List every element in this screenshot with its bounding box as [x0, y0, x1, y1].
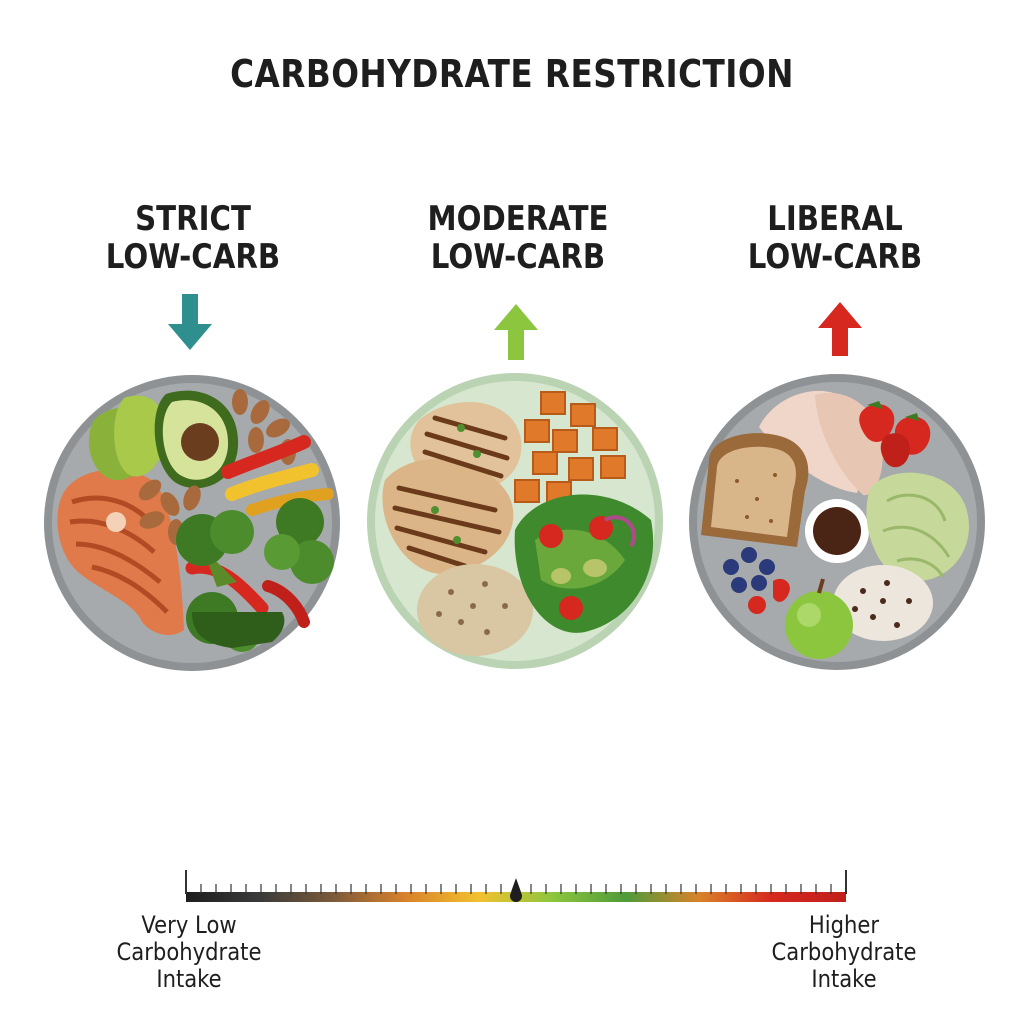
berries-icon: [723, 547, 775, 614]
scale-ticks: [185, 870, 847, 894]
page-title: CARBOHYDRATE RESTRICTION: [230, 52, 794, 96]
cabbage-icon: [866, 472, 969, 582]
arrow-up-icon: [494, 304, 538, 360]
grilled-chicken-icon: [382, 401, 522, 575]
quinoa-icon: [417, 564, 533, 656]
strict-plate: [44, 375, 340, 671]
broccoli-icon: [176, 498, 334, 652]
almonds-icon: [138, 389, 296, 545]
sweet-potato-icon: [514, 391, 626, 505]
dipping-sauce-icon: [805, 499, 869, 563]
salad-icon: [514, 494, 654, 633]
wild-rice-icon: [833, 565, 933, 641]
scale-bar: [185, 870, 847, 902]
whole-grain-bread-icon: [701, 433, 809, 547]
arrow-up-icon: [818, 302, 862, 356]
level-label-liberal: LIBERAL LOW-CARB: [747, 199, 923, 277]
strawberries-icon: [773, 401, 931, 602]
moderate-plate: [367, 373, 663, 669]
salmon-icon: [57, 469, 184, 636]
level-label-moderate: MODERATE LOW-CARB: [427, 199, 609, 277]
apple-icon: [785, 578, 853, 659]
liberal-plate: [689, 374, 985, 670]
arrow-down-icon: [168, 294, 212, 350]
scale-marker-dot: [510, 890, 522, 902]
avocado-icon: [88, 390, 239, 489]
scale-left-label: Very Low Carbohydrate Intake: [116, 911, 262, 993]
level-label-strict: STRICT LOW-CARB: [105, 199, 281, 277]
carb-intake-scale: Very Low Carbohydrate Intake Higher Carb…: [0, 860, 1024, 1020]
scale-right-label: Higher Carbohydrate Intake: [771, 911, 917, 993]
bell-peppers-icon: [185, 435, 334, 628]
